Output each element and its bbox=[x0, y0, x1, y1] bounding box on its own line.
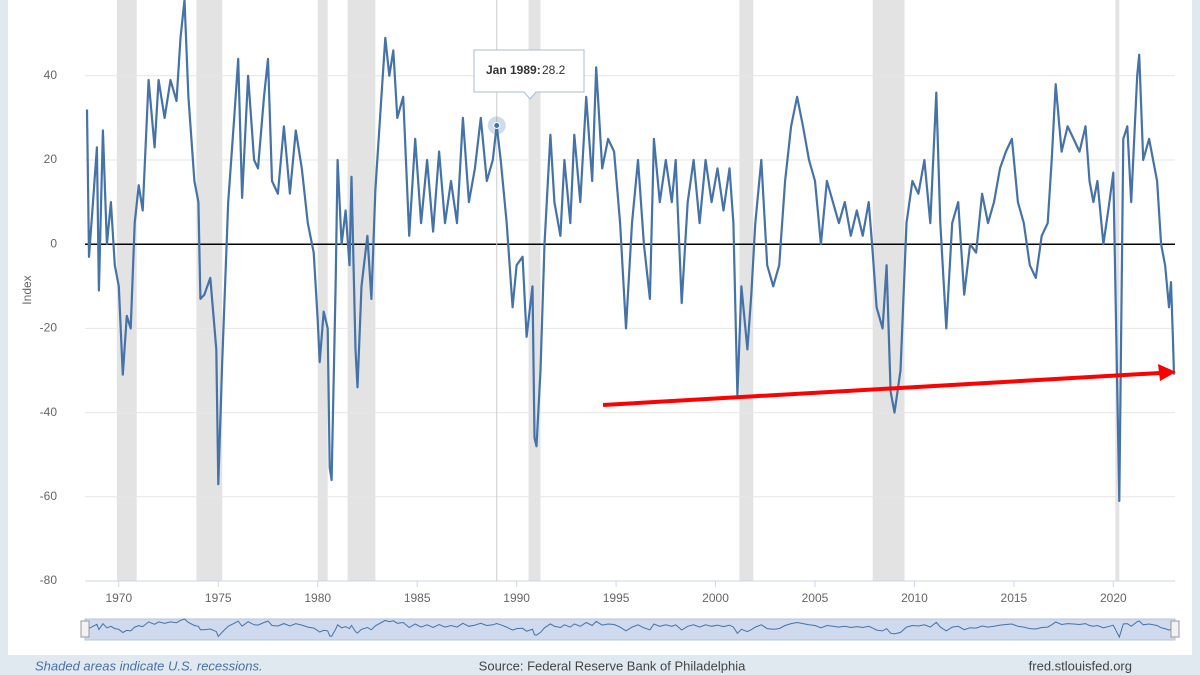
footer-band bbox=[0, 655, 1200, 675]
recession-band bbox=[872, 0, 905, 581]
site: fred.stlouisfed.org bbox=[1029, 658, 1132, 673]
navigator-handle[interactable] bbox=[1170, 620, 1180, 638]
x-tick-label: 1990 bbox=[503, 591, 530, 605]
recession-band bbox=[116, 0, 137, 581]
x-tick-label: 2005 bbox=[802, 591, 829, 605]
tooltip-box bbox=[473, 49, 585, 100]
x-tick-label: 2020 bbox=[1100, 591, 1127, 605]
recession-band bbox=[739, 0, 754, 581]
chart-background bbox=[8, 0, 1192, 655]
y-tick-label: -20 bbox=[40, 321, 58, 335]
y-tick-label: -60 bbox=[40, 489, 58, 503]
x-tick-label: 2000 bbox=[702, 591, 729, 605]
recession-note: Shaded areas indicate U.S. recessions. bbox=[35, 658, 263, 673]
y-tick-label: 0 bbox=[50, 236, 57, 250]
data-line bbox=[85, 0, 1176, 503]
x-tick-label: 1995 bbox=[603, 591, 630, 605]
tooltip-label: Jan 1989: bbox=[486, 63, 541, 77]
hover-point bbox=[493, 121, 501, 129]
navigator-handle[interactable] bbox=[80, 620, 90, 638]
annotation-arrow bbox=[602, 371, 1161, 407]
x-tick-label: 1985 bbox=[404, 591, 431, 605]
y-tick-label: -80 bbox=[40, 573, 58, 587]
x-tick-label: 1975 bbox=[205, 591, 232, 605]
tooltip-value: 28.2 bbox=[542, 63, 566, 77]
recession-band bbox=[317, 0, 328, 581]
x-tick-label: 2015 bbox=[1001, 591, 1028, 605]
x-tick-label: 1980 bbox=[304, 591, 331, 605]
y-tick-label: -40 bbox=[40, 405, 58, 419]
recession-band bbox=[528, 0, 541, 581]
annotation-arrowhead bbox=[1158, 364, 1176, 381]
navigator-line bbox=[86, 618, 1175, 639]
source: Source: Federal Reserve Bank of Philadel… bbox=[479, 658, 746, 673]
plot-area bbox=[85, 0, 1176, 587]
x-tick-label: 1970 bbox=[105, 591, 132, 605]
recession-band bbox=[1115, 0, 1120, 581]
y-tick-label: 40 bbox=[44, 68, 58, 82]
y-tick-label: 20 bbox=[44, 152, 58, 166]
y-axis-label: Index bbox=[20, 275, 34, 304]
x-tick-label: 2010 bbox=[901, 591, 928, 605]
